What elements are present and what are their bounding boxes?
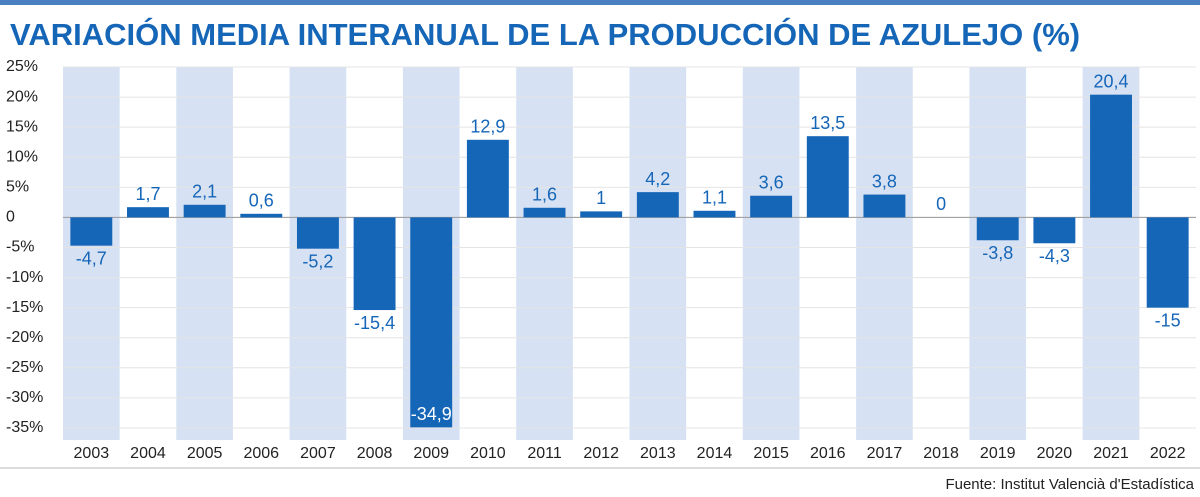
y-tick-label: 10% <box>6 148 38 165</box>
value-label: 1,1 <box>702 188 727 208</box>
x-tick-label: 2004 <box>130 445 166 462</box>
value-label: 3,8 <box>872 171 897 191</box>
y-tick-label: -30% <box>6 389 43 406</box>
y-tick-label: 20% <box>6 88 38 105</box>
bar <box>240 213 283 218</box>
x-tick-label: 2020 <box>1037 445 1073 462</box>
y-tick-label: 15% <box>6 118 38 135</box>
top-rule <box>0 0 1200 5</box>
value-label: -15,4 <box>354 313 395 333</box>
value-label: -34,9 <box>411 404 452 424</box>
value-label: 13,5 <box>810 113 845 133</box>
bar <box>353 217 396 311</box>
x-tick-label: 2008 <box>357 445 393 462</box>
bar <box>1146 217 1189 308</box>
bar <box>750 195 793 218</box>
x-tick-label: 2017 <box>867 445 903 462</box>
column-shade <box>629 67 687 440</box>
value-label: 1 <box>596 188 606 208</box>
x-tick-label: 2011 <box>527 445 562 462</box>
bar <box>410 217 453 428</box>
x-tick-label: 2019 <box>980 445 1016 462</box>
value-label: 4,2 <box>645 169 670 189</box>
bar <box>1033 217 1076 244</box>
y-tick-label: 25% <box>6 58 38 75</box>
y-tick-label: 5% <box>6 179 29 196</box>
x-tick-label: 2014 <box>697 445 733 462</box>
chart-title: VARIACIÓN MEDIA INTERANUAL DE LA PRODUCC… <box>10 16 1080 52</box>
bar <box>693 210 736 218</box>
x-tick-label: 2009 <box>413 445 449 462</box>
column-shade <box>969 67 1027 440</box>
x-tick-label: 2006 <box>243 445 279 462</box>
column-shade <box>856 67 913 440</box>
bar <box>1090 94 1132 218</box>
bar <box>296 217 339 249</box>
x-tick-label: 2010 <box>470 445 506 462</box>
x-tick-label: 2018 <box>923 445 959 462</box>
x-tick-label: 2012 <box>583 445 619 462</box>
bar <box>183 204 226 218</box>
column-shade <box>742 67 800 440</box>
bar <box>70 217 113 246</box>
column-shade <box>176 67 233 440</box>
bar <box>127 207 169 218</box>
bar <box>466 139 509 218</box>
bar <box>806 136 849 218</box>
y-tick-label: -5% <box>6 239 34 256</box>
x-tick-label: 2015 <box>753 445 789 462</box>
column-shade <box>516 67 573 440</box>
value-label: -3,8 <box>982 243 1013 263</box>
column-shade <box>289 67 347 440</box>
y-tick-label: -25% <box>6 359 43 376</box>
x-tick-label: 2016 <box>810 445 846 462</box>
x-tick-label: 2007 <box>300 445 336 462</box>
y-tick-label: 0 <box>6 209 15 226</box>
x-tick-label: 2003 <box>74 445 110 462</box>
value-label: -4,7 <box>76 248 107 268</box>
column-shade <box>63 67 120 440</box>
value-label: 20,4 <box>1094 71 1129 91</box>
bar <box>580 211 623 218</box>
value-label: -5,2 <box>302 251 333 271</box>
x-tick-label: 2005 <box>187 445 223 462</box>
bar <box>636 192 679 218</box>
value-label: 3,6 <box>759 172 784 192</box>
y-tick-label: -10% <box>6 269 43 286</box>
bar <box>976 217 1019 241</box>
value-label: 1,6 <box>532 185 557 205</box>
y-tick-label: -35% <box>6 419 43 436</box>
bar <box>523 207 566 218</box>
y-tick-label: -20% <box>6 329 43 346</box>
bar <box>863 194 906 218</box>
value-label: -4,3 <box>1039 246 1070 266</box>
value-label: 1,7 <box>135 184 160 204</box>
value-label: 0,6 <box>249 191 274 211</box>
value-label: 12,9 <box>470 117 505 137</box>
value-label: -15 <box>1155 310 1181 330</box>
x-tick-label: 2021 <box>1093 445 1129 462</box>
source: Fuente: Institut Valencià d'Estadística <box>945 476 1194 493</box>
x-tick-label: 2022 <box>1150 445 1186 462</box>
x-tick-label: 2013 <box>640 445 676 462</box>
value-label: 2,1 <box>192 182 217 202</box>
y-tick-label: -15% <box>6 299 43 316</box>
value-label: 0 <box>936 194 946 214</box>
